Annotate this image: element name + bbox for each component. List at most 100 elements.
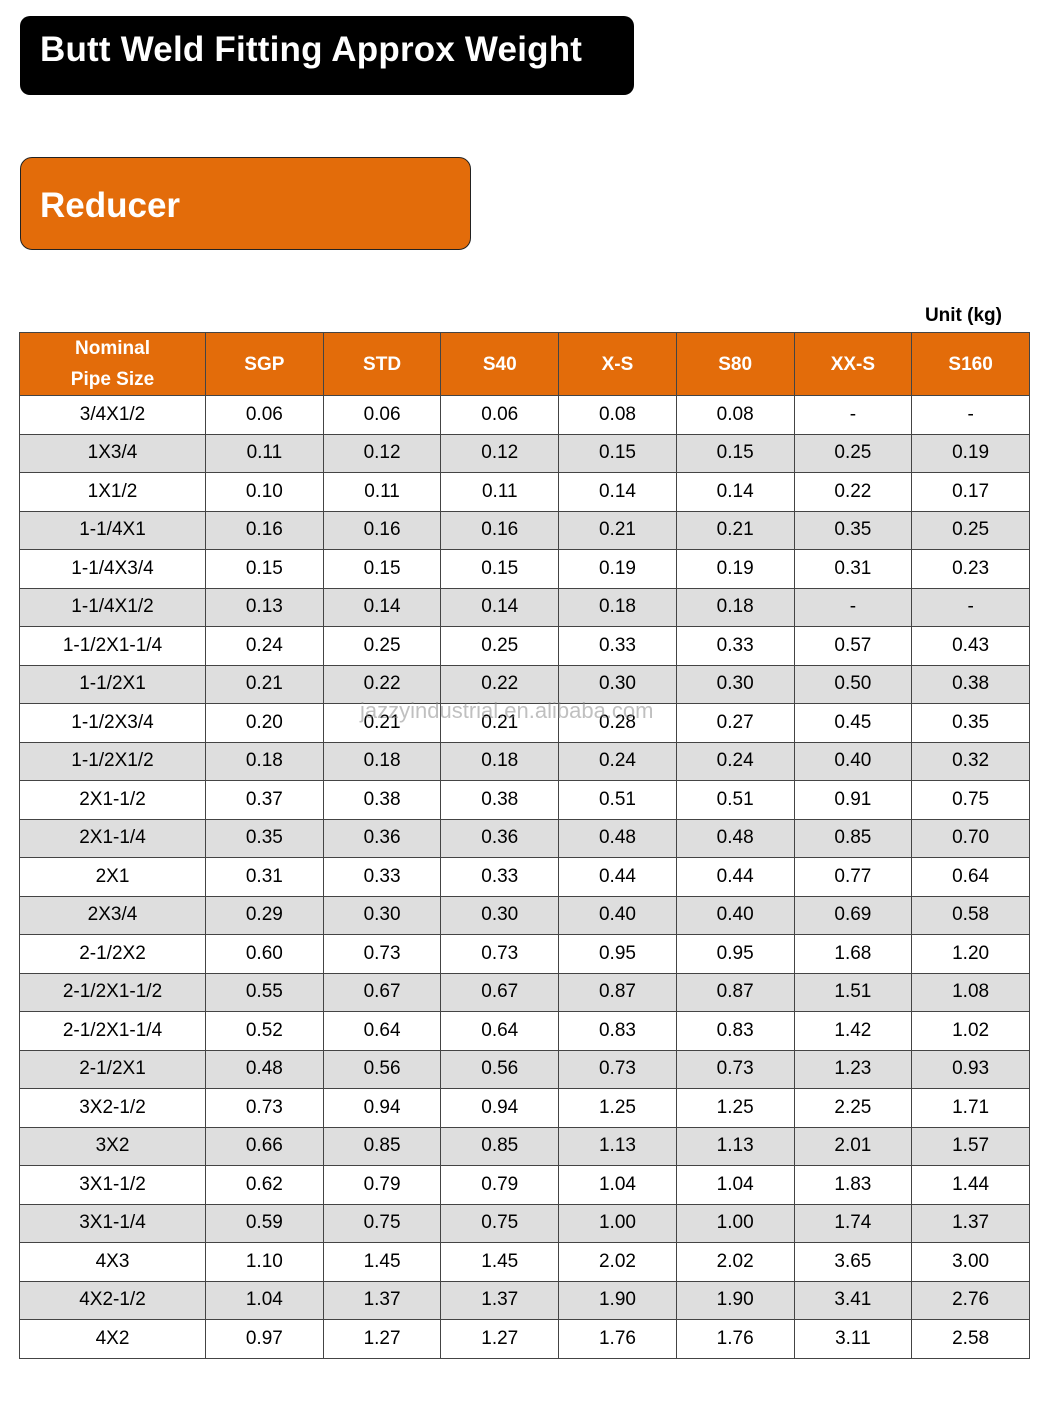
weight-cell: 0.18 [558, 587, 677, 627]
section-title: Reducer [40, 186, 181, 225]
weight-cell: 0.66 [205, 1126, 324, 1166]
weight-cell: 0.18 [675, 587, 795, 627]
pipe-size-cell: 3/4X1/2 [19, 395, 206, 435]
weight-cell: 0.35 [911, 703, 1030, 743]
weight-cell: 0.85 [322, 1126, 442, 1166]
weight-cell: 0.28 [558, 703, 677, 743]
weight-cell: 1.71 [911, 1088, 1030, 1128]
weight-cell: 0.15 [440, 549, 560, 589]
weight-cell: 1.74 [793, 1203, 913, 1243]
weight-cell: 1.51 [793, 972, 913, 1012]
pipe-size-cell: 1-1/4X1/2 [19, 587, 206, 627]
weight-cell: 0.75 [440, 1203, 560, 1243]
weight-cell: 2.01 [793, 1126, 913, 1166]
pipe-size-cell: 2X1-1/4 [19, 818, 206, 858]
weight-cell: - [911, 395, 1030, 435]
weight-cell: 0.93 [911, 1049, 1030, 1089]
weight-cell: - [793, 587, 913, 627]
weight-cell: 1.37 [911, 1203, 1030, 1243]
weight-cell: 0.31 [205, 857, 324, 897]
table-row: 2-1/2X1-1/2 0.55 0.67 0.67 0.87 0.87 1.51 1.08 [19, 972, 1030, 1012]
weight-cell: 0.30 [322, 895, 442, 935]
weight-cell: 1.08 [911, 972, 1030, 1012]
pipe-size-cell: 2X1-1/2 [19, 780, 206, 820]
weight-cell: 0.73 [322, 934, 442, 974]
column-header: STD [322, 332, 442, 396]
weight-cell: 0.73 [205, 1088, 324, 1128]
weight-cell: 1.00 [558, 1203, 677, 1243]
table-row: 2-1/2X1-1/4 0.52 0.64 0.64 0.83 0.83 1.42 1.02 [19, 1011, 1030, 1051]
weight-cell: 0.36 [322, 818, 442, 858]
weight-cell: 0.38 [322, 780, 442, 820]
weight-cell: 3.41 [793, 1280, 913, 1320]
weight-cell: 0.44 [675, 857, 795, 897]
weight-cell: 1.27 [322, 1319, 442, 1359]
section-banner: Reducer [20, 157, 471, 250]
table-row: 2X1-1/4 0.35 0.36 0.36 0.48 0.48 0.85 0.70 [19, 818, 1030, 858]
weight-cell: 0.33 [322, 857, 442, 897]
weight-cell: 0.38 [911, 664, 1030, 704]
weight-cell: 1.42 [793, 1011, 913, 1051]
weight-cell: 1.23 [793, 1049, 913, 1089]
weight-cell: 0.06 [322, 395, 442, 435]
weight-cell: 1.37 [440, 1280, 560, 1320]
weight-cell: 0.08 [558, 395, 677, 435]
weight-cell: 0.70 [911, 818, 1030, 858]
weight-cell: 0.45 [793, 703, 913, 743]
weight-cell: 0.73 [558, 1049, 677, 1089]
weight-cell: 0.19 [675, 549, 795, 589]
pipe-size-cell: 2-1/2X1-1/4 [19, 1011, 206, 1051]
weight-cell: 0.16 [322, 510, 442, 550]
weight-cell: 0.85 [793, 818, 913, 858]
weight-cell: 0.14 [440, 587, 560, 627]
table-row: 4X2 0.97 1.27 1.27 1.76 1.76 3.11 2.58 [19, 1319, 1030, 1359]
weight-cell: 0.16 [205, 510, 324, 550]
pipe-size-cell: 2-1/2X2 [19, 934, 206, 974]
weight-cell: 1.76 [558, 1319, 677, 1359]
weight-cell: 0.79 [440, 1165, 560, 1205]
weight-cell: 0.51 [675, 780, 795, 820]
weight-cell: 0.33 [558, 626, 677, 666]
weight-cell: 0.12 [440, 433, 560, 473]
weight-cell: 0.15 [205, 549, 324, 589]
weight-cell: 0.77 [793, 857, 913, 897]
weight-cell: 0.56 [440, 1049, 560, 1089]
weight-cell: 0.24 [205, 626, 324, 666]
weight-cell: 0.14 [675, 472, 795, 512]
table-row: 3X2-1/2 0.73 0.94 0.94 1.25 1.25 2.25 1.71 [19, 1088, 1030, 1128]
table-row: 4X3 1.10 1.45 1.45 2.02 2.02 3.65 3.00 [19, 1242, 1030, 1282]
weight-cell: 0.33 [675, 626, 795, 666]
table-row: 1X3/4 0.11 0.12 0.12 0.15 0.15 0.25 0.19 [19, 433, 1030, 473]
pipe-size-cell: 3X2 [19, 1126, 206, 1166]
pipe-size-cell: 1-1/4X3/4 [19, 549, 206, 589]
weight-cell: 0.60 [205, 934, 324, 974]
column-header: S40 [440, 332, 560, 396]
weight-cell: 0.12 [322, 433, 442, 473]
weight-cell: 0.67 [322, 972, 442, 1012]
weight-cell: 1.45 [440, 1242, 560, 1282]
table-row: 1-1/2X1 0.21 0.22 0.22 0.30 0.30 0.50 0.38 [19, 664, 1030, 704]
weight-cell: 0.95 [675, 934, 795, 974]
weight-cell: 0.21 [440, 703, 560, 743]
table-row: 2X1 0.31 0.33 0.33 0.44 0.44 0.77 0.64 [19, 857, 1030, 897]
weight-cell: 0.33 [440, 857, 560, 897]
weight-cell: 1.25 [558, 1088, 677, 1128]
unit-label: Unit (kg) [924, 305, 1002, 326]
weight-cell: 0.13 [205, 587, 324, 627]
weight-cell: 1.45 [322, 1242, 442, 1282]
weight-cell: 0.38 [440, 780, 560, 820]
weight-cell: 1.25 [675, 1088, 795, 1128]
weight-cell: 2.76 [911, 1280, 1030, 1320]
table-row: 3X2 0.66 0.85 0.85 1.13 1.13 2.01 1.57 [19, 1126, 1030, 1166]
weight-cell: 0.48 [205, 1049, 324, 1089]
weight-cell: 0.06 [440, 395, 560, 435]
weight-cell: 0.15 [322, 549, 442, 589]
weight-cell: 1.44 [911, 1165, 1030, 1205]
weight-cell: 0.64 [322, 1011, 442, 1051]
weight-cell: 1.90 [558, 1280, 677, 1320]
weight-cell: 0.19 [558, 549, 677, 589]
pipe-size-cell: 1X1/2 [19, 472, 206, 512]
weight-cell: 0.95 [558, 934, 677, 974]
weight-cell: 1.00 [675, 1203, 795, 1243]
weight-cell: 0.06 [205, 395, 324, 435]
